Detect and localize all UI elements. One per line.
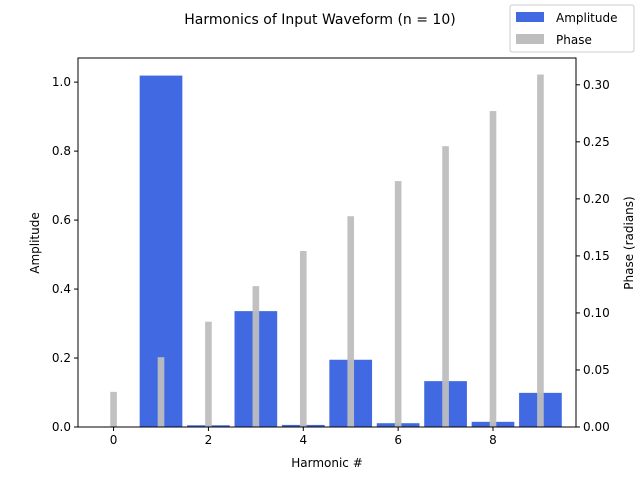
y2-tick-label-0.15: 0.15 [583,249,610,263]
y-tick-label-0.2: 0.2 [52,351,71,365]
chart-title: Harmonics of Input Waveform (n = 10) [184,12,455,28]
y-axis-amplitude: 0.0 0.2 0.4 0.6 0.8 1.0 [52,75,78,434]
y2-tick-label-0.05: 0.05 [583,363,610,377]
x-tick-label-8: 8 [489,433,497,447]
y-tick-label-0.0: 0.0 [52,420,71,434]
phase-bar-4 [299,250,307,427]
y2-tick-label-0.00: 0.00 [583,420,610,434]
phase-bar-6 [394,181,402,427]
y-tick-label-1.0: 1.0 [52,75,71,89]
phase-bars [110,74,544,427]
phase-bar-7 [442,146,449,427]
legend-label-phase: Phase [556,33,592,47]
y2-tick-label-0.25: 0.25 [583,135,610,149]
y2-tick-label-0.10: 0.10 [583,306,610,320]
phase-bar-3 [252,286,260,427]
y-axis-phase: 0.00 0.05 0.10 0.15 0.20 0.25 0.30 [576,78,610,434]
phase-bar-1 [157,357,165,427]
phase-bar-2 [205,321,212,427]
x-axis-label: Harmonic # [291,456,363,470]
phase-bar-9 [537,74,544,427]
phase-bar-8 [489,111,497,427]
legend-swatch-phase [516,34,544,44]
legend-label-amplitude: Amplitude [556,11,618,25]
y-axis-label: Amplitude [28,212,42,274]
x-tick-label-0: 0 [110,433,118,447]
x-tick-label-6: 6 [394,433,402,447]
y-tick-label-0.4: 0.4 [52,282,71,296]
legend: Amplitude Phase [509,4,635,53]
x-tick-label-2: 2 [205,433,213,447]
phase-bar-0 [110,391,117,427]
legend-swatch-amplitude [516,12,544,22]
x-tick-label-4: 4 [299,433,307,447]
y-tick-label-0.6: 0.6 [52,213,71,227]
plot-area-frame [77,57,577,428]
y-tick-label-0.8: 0.8 [52,144,71,158]
y2-tick-label-0.30: 0.30 [583,78,610,92]
phase-bar-5 [347,216,355,427]
y2-axis-label: Phase (radians) [622,196,636,289]
y2-tick-label-0.20: 0.20 [583,192,610,206]
x-axis: 0 2 4 6 8 [110,427,497,447]
